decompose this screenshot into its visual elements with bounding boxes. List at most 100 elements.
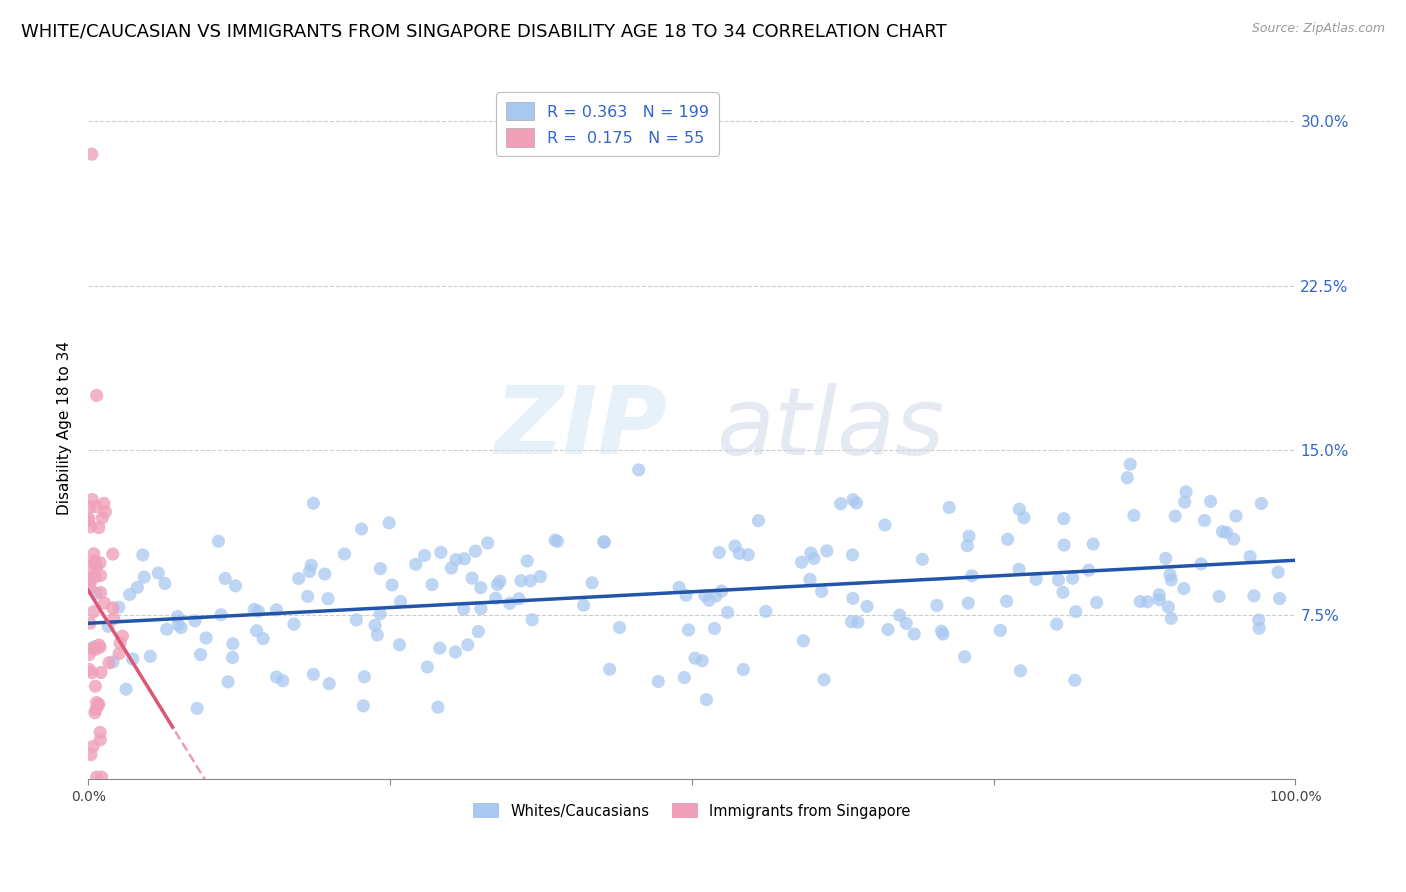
Point: [378, 516, 401, 530]
Point: [716, 606, 738, 620]
Point: [134, 570, 156, 584]
Point: [457, 638, 479, 652]
Point: [1249, 621, 1271, 635]
Point: [90, 585, 112, 599]
Point: [522, 613, 544, 627]
Point: [678, 623, 700, 637]
Point: [599, 662, 621, 676]
Point: [593, 535, 616, 549]
Point: [668, 580, 690, 594]
Point: [1025, 572, 1047, 586]
Point: [1008, 502, 1031, 516]
Point: [77, 511, 100, 525]
Point: [97, 619, 120, 633]
Point: [84, 500, 107, 514]
Point: [695, 692, 717, 706]
Point: [381, 578, 404, 592]
Point: [333, 547, 356, 561]
Point: [186, 701, 208, 715]
Point: [690, 654, 713, 668]
Point: [118, 588, 141, 602]
Point: [440, 561, 463, 575]
Point: [80, 747, 103, 762]
Point: [1116, 471, 1139, 485]
Point: [77, 662, 100, 676]
Point: [815, 544, 838, 558]
Point: [1047, 573, 1070, 587]
Point: [156, 622, 179, 636]
Point: [389, 594, 412, 608]
Point: [195, 631, 218, 645]
Point: [121, 652, 143, 666]
Point: [464, 544, 486, 558]
Point: [83, 547, 105, 561]
Point: [80, 147, 103, 161]
Point: [318, 677, 340, 691]
Legend: Whites/Caucasians, Immigrants from Singapore: Whites/Caucasians, Immigrants from Singa…: [467, 797, 917, 824]
Point: [683, 651, 706, 665]
Point: [316, 591, 339, 606]
Point: [710, 584, 733, 599]
Point: [724, 539, 747, 553]
Point: [132, 548, 155, 562]
Point: [499, 596, 522, 610]
Point: [87, 520, 110, 534]
Point: [592, 534, 614, 549]
Point: [89, 732, 111, 747]
Point: [1160, 573, 1182, 587]
Point: [1149, 592, 1171, 607]
Point: [80, 665, 103, 680]
Point: [841, 548, 863, 562]
Point: [546, 534, 568, 549]
Point: [79, 581, 101, 595]
Point: [221, 650, 243, 665]
Point: [988, 624, 1011, 638]
Point: [1122, 508, 1144, 523]
Point: [84, 679, 107, 693]
Point: [83, 642, 105, 657]
Point: [609, 620, 631, 634]
Point: [416, 660, 439, 674]
Point: [1064, 605, 1087, 619]
Point: [1010, 664, 1032, 678]
Point: [747, 514, 769, 528]
Point: [243, 602, 266, 616]
Point: [108, 647, 131, 661]
Point: [444, 645, 467, 659]
Point: [1175, 484, 1198, 499]
Point: [846, 615, 869, 630]
Point: [470, 601, 492, 615]
Point: [83, 640, 105, 654]
Point: [314, 567, 336, 582]
Point: [1012, 510, 1035, 524]
Point: [368, 607, 391, 621]
Point: [299, 558, 322, 573]
Point: [87, 638, 110, 652]
Point: [453, 551, 475, 566]
Point: [83, 554, 105, 568]
Point: [90, 568, 112, 582]
Point: [953, 649, 976, 664]
Point: [302, 667, 325, 681]
Text: WHITE/CAUCASIAN VS IMMIGRANTS FROM SINGAPORE DISABILITY AGE 18 TO 34 CORRELATION: WHITE/CAUCASIAN VS IMMIGRANTS FROM SINGA…: [21, 22, 946, 40]
Point: [94, 505, 117, 519]
Point: [1174, 495, 1197, 509]
Point: [704, 589, 727, 603]
Point: [1129, 594, 1152, 608]
Point: [353, 670, 375, 684]
Point: [93, 496, 115, 510]
Point: [444, 552, 467, 566]
Point: [842, 492, 865, 507]
Point: [344, 613, 367, 627]
Point: [1063, 673, 1085, 688]
Point: [1053, 538, 1076, 552]
Point: [170, 621, 193, 635]
Point: [108, 636, 131, 650]
Point: [79, 520, 101, 534]
Point: [1077, 563, 1099, 577]
Text: Source: ZipAtlas.com: Source: ZipAtlas.com: [1251, 22, 1385, 36]
Point: [938, 500, 960, 515]
Point: [127, 581, 149, 595]
Point: [266, 603, 288, 617]
Point: [184, 614, 207, 628]
